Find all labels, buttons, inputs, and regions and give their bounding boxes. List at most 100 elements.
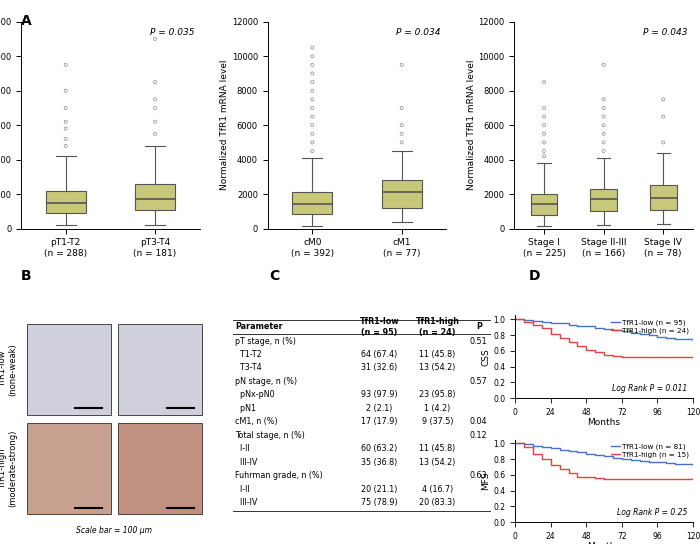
Text: 0.57: 0.57 xyxy=(470,377,488,386)
TfR1-high (n = 15) xyxy=(609,475,617,482)
TfR1-high (n = 24) xyxy=(547,330,555,337)
TfR1-high (n = 15) xyxy=(573,473,582,480)
Text: C: C xyxy=(270,269,280,283)
Point xyxy=(307,103,318,112)
Text: T3-T4: T3-T4 xyxy=(235,363,262,373)
TfR1-low (n = 95) xyxy=(556,320,564,326)
TfR1-low (n = 95) xyxy=(564,322,573,328)
X-axis label: Months: Months xyxy=(587,542,621,544)
Point xyxy=(657,138,668,147)
Text: T1-T2: T1-T2 xyxy=(235,350,262,359)
Point xyxy=(307,69,318,78)
Point xyxy=(149,118,160,126)
TfR1-low (n = 95) xyxy=(582,323,591,330)
TfR1-high (n = 15) xyxy=(511,440,519,447)
TfR1-low (n = 81) xyxy=(591,452,599,459)
Line: TfR1-high (n = 24): TfR1-high (n = 24) xyxy=(515,319,693,357)
TfR1-low (n = 81) xyxy=(671,461,680,467)
Point xyxy=(307,86,318,95)
TfR1-high (n = 24) xyxy=(662,354,671,361)
Line: TfR1-high (n = 15): TfR1-high (n = 15) xyxy=(515,443,693,479)
Text: 13 (54.2): 13 (54.2) xyxy=(419,458,456,467)
TfR1-high (n = 15) xyxy=(582,474,591,480)
TfR1-low (n = 95) xyxy=(591,325,599,331)
TfR1-high (n = 24) xyxy=(689,354,697,361)
TfR1-low (n = 81) xyxy=(653,459,662,466)
Text: 31 (32.6): 31 (32.6) xyxy=(361,363,398,373)
Text: TfR1-low
(n = 95): TfR1-low (n = 95) xyxy=(360,317,399,337)
Point xyxy=(396,138,407,147)
Y-axis label: MFS: MFS xyxy=(482,472,491,490)
TfR1-high (n = 15) xyxy=(653,475,662,482)
TfR1-low (n = 81) xyxy=(662,460,671,466)
Text: 0.12: 0.12 xyxy=(470,431,487,440)
Text: 0.63: 0.63 xyxy=(470,471,487,480)
Point xyxy=(396,121,407,129)
TfR1-low (n = 81) xyxy=(528,443,537,449)
Legend: TfR1-low (n = 95), TfR1-high (n = 24): TfR1-low (n = 95), TfR1-high (n = 24) xyxy=(608,317,692,337)
TfR1-high (n = 15) xyxy=(617,475,626,482)
Point xyxy=(307,112,318,121)
Point xyxy=(598,147,609,156)
Text: III-IV: III-IV xyxy=(235,458,258,467)
PathPatch shape xyxy=(382,180,422,208)
Point xyxy=(149,95,160,104)
Point xyxy=(538,152,550,160)
PathPatch shape xyxy=(531,194,557,215)
TfR1-high (n = 24) xyxy=(573,343,582,349)
Line: TfR1-low (n = 81): TfR1-low (n = 81) xyxy=(515,443,693,465)
Point xyxy=(60,134,71,143)
Point xyxy=(60,103,71,112)
Text: Scale bar = 100 μm: Scale bar = 100 μm xyxy=(76,527,153,535)
Text: pT stage, n (%): pT stage, n (%) xyxy=(235,337,296,345)
TfR1-high (n = 15) xyxy=(600,475,608,482)
TfR1-high (n = 24) xyxy=(520,318,528,325)
Text: P: P xyxy=(476,323,482,331)
TfR1-low (n = 95) xyxy=(520,317,528,324)
TfR1-low (n = 95) xyxy=(636,330,644,337)
Y-axis label: Normalized TfR1 mRNA level: Normalized TfR1 mRNA level xyxy=(466,60,475,190)
TfR1-high (n = 15) xyxy=(556,466,564,473)
Text: Log Rank P = 0.25: Log Rank P = 0.25 xyxy=(617,508,687,517)
Point xyxy=(307,138,318,147)
TfR1-low (n = 81) xyxy=(520,441,528,448)
Legend: TfR1-low (n = 81), TfR1-high (n = 15): TfR1-low (n = 81), TfR1-high (n = 15) xyxy=(608,441,692,461)
Text: 35 (36.8): 35 (36.8) xyxy=(361,458,398,467)
Text: pN1: pN1 xyxy=(235,404,256,413)
Text: pNx-pN0: pNx-pN0 xyxy=(235,391,275,399)
Point xyxy=(307,121,318,129)
Text: 0.04: 0.04 xyxy=(470,417,487,426)
TfR1-high (n = 15) xyxy=(626,475,635,482)
TfR1-high (n = 15) xyxy=(528,450,537,457)
Text: 4 (16.7): 4 (16.7) xyxy=(422,485,453,493)
TfR1-low (n = 95) xyxy=(538,318,546,325)
TfR1-low (n = 95) xyxy=(617,328,626,335)
Text: 60 (63.2): 60 (63.2) xyxy=(361,444,398,453)
TfR1-high (n = 24) xyxy=(511,316,519,323)
Text: pN stage, n (%): pN stage, n (%) xyxy=(235,377,298,386)
TfR1-low (n = 81) xyxy=(547,445,555,452)
TfR1-low (n = 81) xyxy=(626,457,635,463)
Point xyxy=(149,35,160,44)
Text: 0.51: 0.51 xyxy=(470,337,487,345)
Point xyxy=(307,129,318,138)
TfR1-low (n = 81) xyxy=(689,461,697,468)
Text: TfR1-high
(n = 24): TfR1-high (n = 24) xyxy=(416,317,459,337)
TfR1-low (n = 95) xyxy=(600,325,608,332)
TfR1-high (n = 15) xyxy=(689,475,697,482)
Point xyxy=(538,112,550,121)
PathPatch shape xyxy=(590,189,617,211)
Point xyxy=(538,121,550,129)
Text: 9 (37.5): 9 (37.5) xyxy=(421,417,453,426)
Point xyxy=(307,147,318,156)
PathPatch shape xyxy=(135,184,175,209)
Point xyxy=(396,60,407,69)
Point xyxy=(598,138,609,147)
Text: Parameter: Parameter xyxy=(235,323,283,331)
TfR1-low (n = 95) xyxy=(528,318,537,324)
Text: TfR1-low
(none-weak): TfR1-low (none-weak) xyxy=(0,343,18,395)
Text: P = 0.034: P = 0.034 xyxy=(396,28,441,37)
TfR1-low (n = 95) xyxy=(653,333,662,340)
TfR1-high (n = 15) xyxy=(636,475,644,482)
TfR1-high (n = 24) xyxy=(528,322,537,328)
